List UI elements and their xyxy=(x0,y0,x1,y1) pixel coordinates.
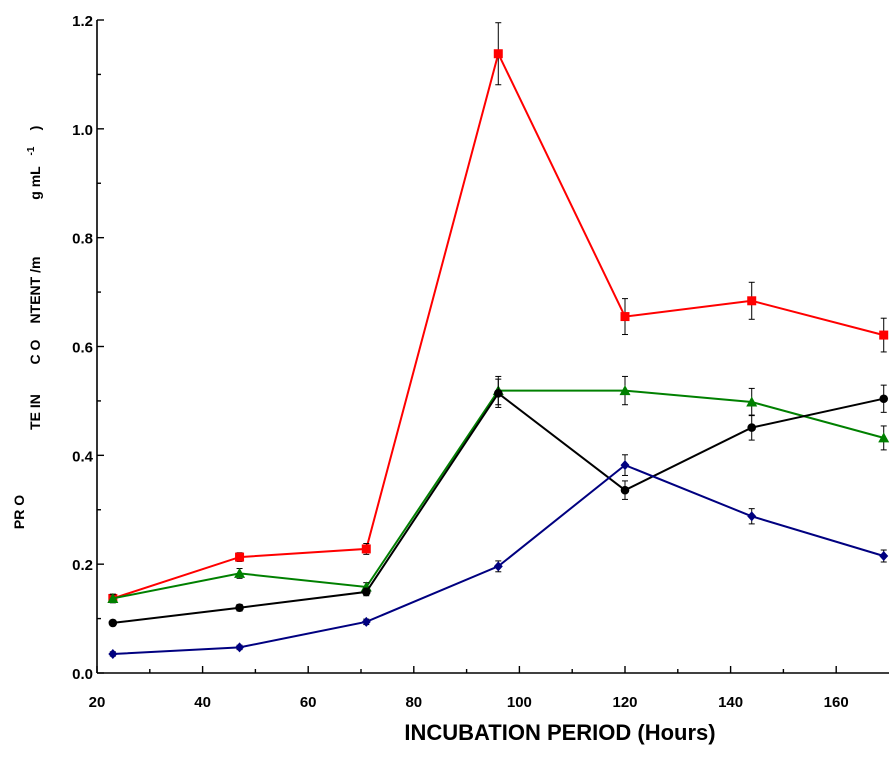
data-point xyxy=(235,552,245,562)
data-point xyxy=(620,312,630,322)
series-line xyxy=(112,463,884,655)
data-point xyxy=(493,388,503,398)
series-4 xyxy=(108,454,889,659)
data-point xyxy=(108,648,118,659)
series-1 xyxy=(108,22,889,604)
data-point xyxy=(361,616,371,627)
x-tick-label: 20 xyxy=(89,694,106,711)
data-point xyxy=(493,49,503,59)
x-tick-label: 160 xyxy=(824,694,849,711)
data-point xyxy=(879,551,889,562)
data-point xyxy=(235,642,245,653)
x-axis-label: INCUBATION PERIOD (Hours) xyxy=(404,720,715,745)
y-tick-label: 0.0 xyxy=(72,666,93,683)
data-point xyxy=(108,618,118,628)
y-axis-label-superscript: -1 xyxy=(26,146,37,155)
x-tick-label: 100 xyxy=(507,694,532,711)
y-axis-label: PR O TE IN C O NTENT /m g mL -1 ) xyxy=(11,126,43,529)
axes xyxy=(96,20,889,674)
series-layer xyxy=(107,22,890,659)
x-tick-label: 40 xyxy=(194,694,211,711)
data-point xyxy=(747,423,757,432)
data-point xyxy=(620,460,630,471)
data-point xyxy=(361,544,371,554)
y-tick-label: 1.0 xyxy=(72,122,93,139)
series-line xyxy=(112,391,884,624)
y-tick-label: 1.2 xyxy=(72,13,93,30)
x-tick-label: 140 xyxy=(718,694,743,711)
series-line xyxy=(112,50,884,600)
y-axis-label-paren: ) xyxy=(27,126,43,131)
data-point xyxy=(361,587,371,597)
y-axis-label-part-2: TE IN xyxy=(27,394,43,430)
y-tick-label: 0.8 xyxy=(72,231,93,248)
data-point xyxy=(235,603,244,612)
y-axis-label-part-5: g mL xyxy=(27,166,43,200)
y-axis-label-part-3: C O xyxy=(27,339,43,364)
y-axis-label-part-4: NTENT /m xyxy=(27,257,43,324)
series-3 xyxy=(108,378,889,628)
x-tick-label: 80 xyxy=(405,694,422,711)
data-point xyxy=(747,296,757,306)
x-tick-label: 120 xyxy=(612,694,637,711)
ticks: 20 40 60 80 100 120 140 160 0.0 0.2 0.4 0.6 0.8 1.0 1.… xyxy=(72,13,849,711)
data-point xyxy=(879,330,889,340)
data-point xyxy=(107,592,119,603)
data-point xyxy=(620,485,630,495)
data-point xyxy=(747,511,757,522)
y-axis-label-part-1: PR O xyxy=(11,495,27,529)
data-point xyxy=(619,385,631,396)
data-point xyxy=(879,394,889,404)
y-tick-label: 0.4 xyxy=(72,448,94,465)
data-point xyxy=(746,396,758,407)
y-tick-label: 0.2 xyxy=(72,557,93,574)
x-tick-label: 60 xyxy=(300,694,317,711)
data-point xyxy=(878,432,890,443)
data-point xyxy=(234,567,246,578)
data-point xyxy=(493,561,503,572)
y-tick-label: 0.6 xyxy=(72,340,93,357)
